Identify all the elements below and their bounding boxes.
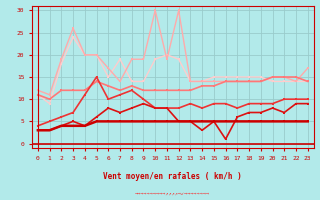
X-axis label: Vent moyen/en rafales ( km/h ): Vent moyen/en rafales ( km/h ): [103, 172, 242, 181]
Text: →→→→→→→→→→↗↗↗↗→↙→→→→→→→→: →→→→→→→→→→↗↗↗↗→↙→→→→→→→→: [135, 191, 210, 196]
